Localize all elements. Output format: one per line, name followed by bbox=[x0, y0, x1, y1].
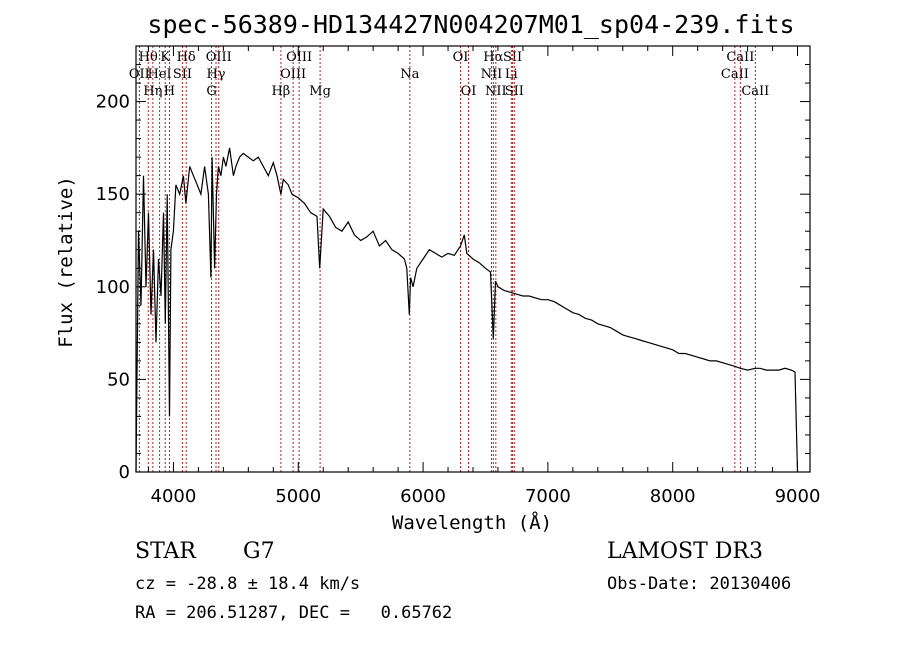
line-marker-label: Na bbox=[400, 67, 419, 82]
y-tick-label: 100 bbox=[96, 277, 130, 298]
line-marker-label: Hη bbox=[143, 84, 162, 99]
line-marker-label: Hδ bbox=[177, 50, 196, 65]
line-marker-label: SII bbox=[503, 50, 522, 65]
x-tick-label: 5000 bbox=[275, 486, 321, 507]
line-marker-label: SII bbox=[173, 67, 192, 82]
y-axis-label: Flux (relative) bbox=[55, 176, 77, 348]
chart-title: spec-56389-HD134427N004207M01_sp04-239.f… bbox=[147, 10, 794, 39]
line-marker-label: Hβ bbox=[271, 84, 290, 99]
survey-name: LAMOST DR3 bbox=[607, 539, 763, 564]
spectrum-line bbox=[135, 147, 799, 473]
line-marker-label: H bbox=[164, 84, 175, 99]
line-marker-label: K bbox=[160, 50, 170, 65]
y-tick-label: 200 bbox=[96, 92, 130, 113]
x-axis-label: Wavelength (Å) bbox=[392, 511, 552, 534]
line-marker-label: OI bbox=[461, 84, 477, 99]
x-tick-label: 9000 bbox=[775, 486, 821, 507]
line-marker-label: OIII bbox=[206, 50, 232, 65]
y-tick-label: 50 bbox=[107, 369, 130, 390]
x-axis: 4000 5000 6000 7000 8000 9000 bbox=[147, 46, 821, 507]
line-marker-label: Hα bbox=[483, 50, 503, 65]
line-marker-label: Hθ bbox=[139, 50, 158, 65]
line-marker-label: OIII bbox=[286, 50, 312, 65]
line-marker-label: Mg bbox=[309, 84, 331, 99]
x-tick-label: 6000 bbox=[400, 486, 446, 507]
line-marker-label: NII bbox=[481, 67, 503, 82]
line-marker-label: HeI bbox=[148, 67, 172, 82]
line-marker-label: OIII bbox=[280, 67, 306, 82]
object-subclass: G7 bbox=[243, 539, 275, 564]
x-tick-label: 7000 bbox=[525, 486, 571, 507]
line-marker-label: CaII bbox=[726, 50, 754, 65]
y-tick-label: 0 bbox=[119, 462, 130, 483]
line-marker-label: CaII bbox=[721, 67, 749, 82]
line-marker-label: OI bbox=[453, 50, 469, 65]
x-tick-label: 4000 bbox=[151, 486, 197, 507]
line-marker-label: Li bbox=[505, 67, 518, 82]
line-marker-label: G bbox=[206, 84, 216, 99]
redshift-info: cz = -28.8 ± 18.4 km/s bbox=[135, 574, 361, 594]
line-marker-label: Hγ bbox=[206, 67, 225, 82]
y-tick-label: 150 bbox=[96, 184, 130, 205]
object-type: STAR bbox=[135, 539, 196, 564]
coordinates: RA = 206.51287, DEC = 0.65762 bbox=[135, 603, 453, 623]
line-marker-label: NII bbox=[485, 84, 507, 99]
line-marker-label: CaII bbox=[741, 84, 769, 99]
y-axis: 0 50 100 150 200 bbox=[96, 64, 810, 483]
line-marker-label: OII bbox=[129, 67, 150, 82]
x-tick-label: 8000 bbox=[650, 486, 696, 507]
line-marker-label: SII bbox=[505, 84, 524, 99]
line-markers: HθOIIHηHeIKHSIIHδGHγOIIIHβOIIIOIIIMgNaOI… bbox=[129, 46, 769, 472]
obs-date: Obs-Date: 20130406 bbox=[607, 574, 792, 594]
